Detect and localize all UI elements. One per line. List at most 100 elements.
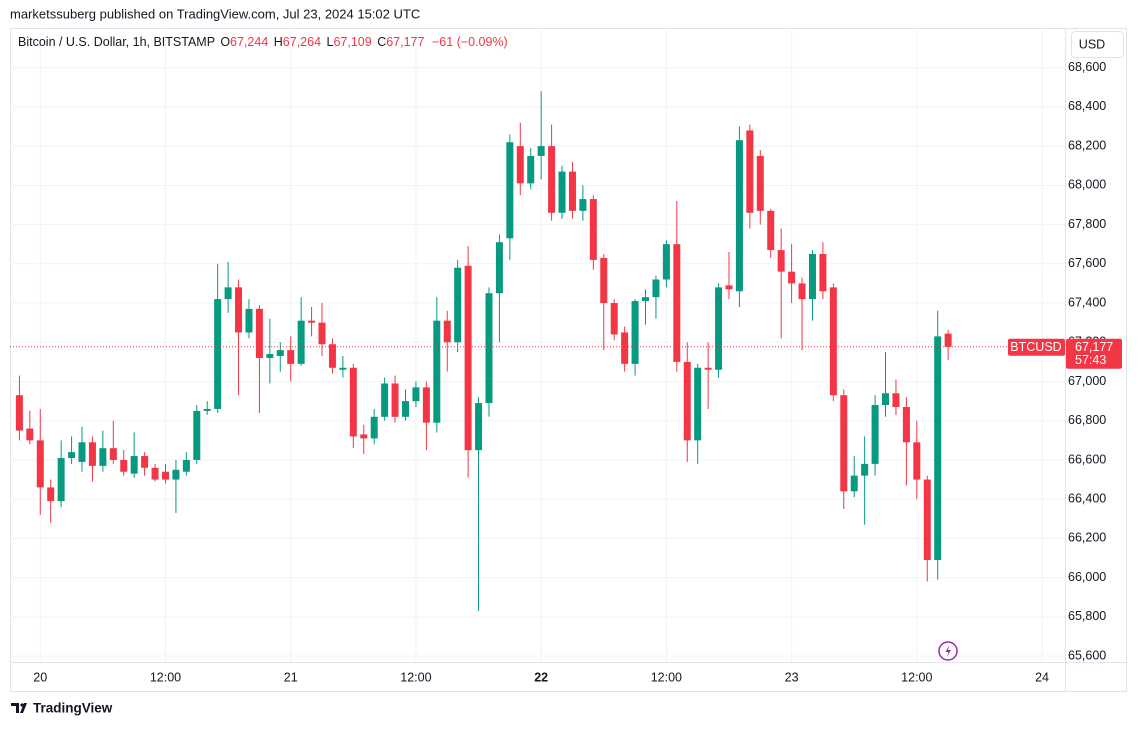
- candle-body: [151, 467, 159, 480]
- candle-body: [579, 199, 587, 211]
- candle-body: [57, 458, 65, 502]
- candle-body: [662, 244, 670, 280]
- x-tick-label: 23: [785, 670, 799, 684]
- h-value: 67,264: [283, 35, 321, 49]
- candle-body: [172, 469, 180, 480]
- candle-body: [558, 171, 566, 213]
- o-label: O: [220, 35, 230, 49]
- candle-body: [788, 271, 796, 284]
- price-tag-countdown: 57:43: [1075, 353, 1106, 367]
- price-tag-box: [1066, 338, 1122, 369]
- candle-body: [527, 155, 535, 184]
- candle-body: [339, 367, 347, 370]
- c-value: 67,177: [386, 35, 424, 49]
- h-label: H: [274, 35, 283, 49]
- candle-body: [683, 361, 691, 441]
- currency-button[interactable]: [1071, 31, 1124, 58]
- candle-body: [642, 297, 650, 302]
- candle-body: [850, 475, 858, 492]
- x-tick-label: 12:00: [150, 670, 181, 684]
- change: −61 (−0.09%): [432, 35, 508, 49]
- x-tick-label: 12:00: [400, 670, 431, 684]
- candle-body: [537, 146, 545, 156]
- candle-body: [99, 448, 107, 466]
- y-tick-label: 67,000: [1068, 374, 1106, 388]
- candle-body: [454, 267, 462, 343]
- candle-body: [506, 142, 514, 239]
- candle-body: [297, 320, 305, 364]
- x-tick-label: 22: [534, 670, 548, 684]
- candle-body: [161, 471, 169, 480]
- candle-body: [882, 393, 890, 406]
- candle-body: [15, 395, 23, 431]
- candle-body: [224, 287, 232, 300]
- brand: TradingView: [33, 701, 113, 716]
- y-tick-label: 67,400: [1068, 295, 1106, 309]
- o-value: 67,244: [230, 35, 268, 49]
- candle-body: [318, 322, 326, 345]
- candle-body: [141, 456, 149, 468]
- y-tick-label: 66,000: [1068, 570, 1106, 584]
- l-label: L: [327, 35, 334, 49]
- candle-body: [756, 155, 764, 211]
- candle-body: [913, 442, 921, 480]
- candle-body: [485, 293, 493, 404]
- candle-body: [255, 308, 263, 358]
- candle-body: [235, 287, 243, 333]
- candle-body: [328, 344, 336, 368]
- y-tick-label: 66,200: [1068, 531, 1106, 545]
- candle-body: [746, 130, 754, 213]
- candle-body: [276, 350, 284, 356]
- candle-body: [182, 459, 190, 472]
- candle-body: [871, 405, 879, 464]
- candle-body: [777, 250, 785, 272]
- candle-body: [422, 387, 430, 423]
- candle-body: [193, 410, 201, 460]
- price-tag-symbol-box: [1008, 338, 1065, 356]
- candle-body: [78, 442, 86, 462]
- candle-body: [360, 434, 368, 439]
- candle-body: [516, 146, 524, 184]
- lightning-icon[interactable]: [938, 641, 958, 661]
- legend-text: Bitcoin / U.S. Dollar, 1h, BITSTAMP O67,…: [18, 35, 508, 49]
- candle-body: [704, 367, 712, 370]
- candle-body: [266, 354, 274, 358]
- candle-body: [130, 456, 138, 474]
- y-tick-label: 66,400: [1068, 491, 1106, 505]
- candle-body: [829, 287, 837, 396]
- candle-body: [621, 332, 629, 364]
- candle-body: [673, 244, 681, 362]
- candle-body: [819, 254, 827, 292]
- currency-label[interactable]: USD: [1079, 37, 1105, 51]
- candle-body: [36, 440, 44, 488]
- candle-body: [652, 279, 660, 298]
- candle-body: [934, 336, 942, 560]
- candle-body: [401, 401, 409, 417]
- candle-body: [495, 242, 503, 294]
- candle-body: [902, 407, 910, 443]
- candle-body: [26, 428, 34, 441]
- candle-body: [861, 463, 869, 476]
- candle-body: [443, 320, 451, 343]
- candle-body: [725, 285, 733, 290]
- candle-body: [391, 383, 399, 417]
- y-tick-label: 67,800: [1068, 217, 1106, 231]
- candle-body: [464, 265, 472, 451]
- lightning-glyph: [945, 645, 951, 657]
- candle-body: [203, 408, 211, 411]
- y-tick-label: 68,200: [1068, 138, 1106, 152]
- candle-body: [631, 301, 639, 364]
- x-tick-label: 21: [284, 670, 298, 684]
- x-tick-label: 12:00: [901, 670, 932, 684]
- candle-body: [308, 320, 316, 323]
- y-tick-label: 68,400: [1068, 99, 1106, 113]
- y-tick-label: 67,600: [1068, 256, 1106, 270]
- candle-body: [412, 387, 420, 402]
- candle-body: [600, 257, 608, 304]
- candle-body: [109, 448, 117, 460]
- candle-body: [892, 393, 900, 407]
- chart-frame: [10, 28, 1127, 692]
- x-tick-label: 20: [33, 670, 47, 684]
